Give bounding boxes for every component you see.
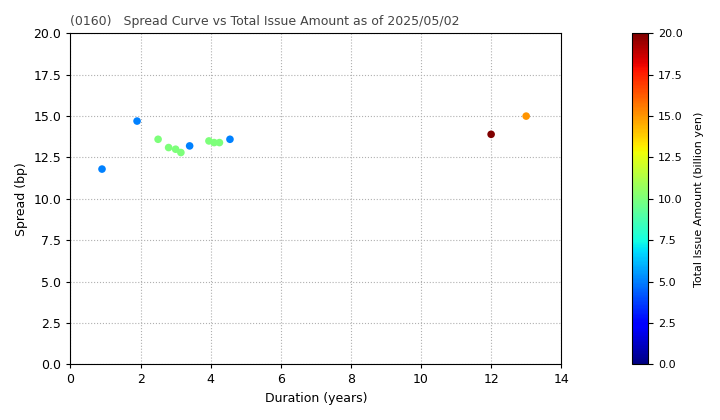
Point xyxy=(203,138,215,144)
Point xyxy=(96,166,108,173)
Point xyxy=(153,136,164,143)
Y-axis label: Total Issue Amount (billion yen): Total Issue Amount (billion yen) xyxy=(694,111,704,286)
Point xyxy=(214,139,225,146)
Point xyxy=(184,142,195,149)
Point xyxy=(521,113,532,119)
Point xyxy=(163,144,174,151)
Point xyxy=(175,149,186,156)
Point xyxy=(208,139,220,146)
Text: (0160)   Spread Curve vs Total Issue Amount as of 2025/05/02: (0160) Spread Curve vs Total Issue Amoun… xyxy=(71,15,460,28)
Y-axis label: Spread (bp): Spread (bp) xyxy=(15,162,28,236)
Point xyxy=(131,118,143,124)
Point xyxy=(224,136,235,143)
Point xyxy=(485,131,497,138)
Point xyxy=(170,146,181,152)
X-axis label: Duration (years): Duration (years) xyxy=(264,392,367,405)
